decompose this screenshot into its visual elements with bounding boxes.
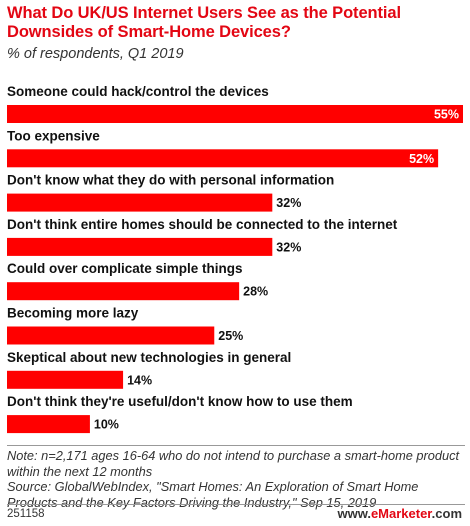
value-label: 25% bbox=[218, 329, 243, 343]
category-label: Don't think they're useful/don't know ho… bbox=[7, 394, 353, 409]
bar bbox=[7, 326, 215, 345]
category-label: Don't know what they do with personal in… bbox=[7, 173, 334, 188]
bar bbox=[7, 237, 273, 256]
chart-title: What Do UK/US Internet Users See as the … bbox=[7, 4, 401, 41]
chart-subtitle: % of respondents, Q1 2019 bbox=[7, 46, 184, 62]
value-label: 28% bbox=[243, 285, 268, 299]
bar bbox=[7, 282, 240, 301]
bar bbox=[7, 193, 273, 212]
bar-chart: Someone could hack/control the devices 55… bbox=[7, 84, 463, 434]
value-label: 14% bbox=[127, 373, 152, 387]
bar bbox=[7, 370, 124, 389]
category-label: Skeptical about new technologies in gene… bbox=[7, 350, 291, 365]
category-label: Becoming more lazy bbox=[7, 306, 139, 321]
value-label: 32% bbox=[276, 240, 301, 254]
brand-suffix: .com bbox=[431, 506, 462, 521]
chart-id: 251158 bbox=[7, 508, 45, 520]
value-label: 32% bbox=[276, 196, 301, 210]
footer-divider bbox=[7, 504, 465, 505]
category-label: Don't think entire homes should be conne… bbox=[7, 217, 398, 232]
footnote-divider bbox=[7, 445, 465, 446]
footnote: Note: n=2,171 ages 16-64 who do not inte… bbox=[7, 448, 465, 510]
footnote-note: Note: n=2,171 ages 16-64 who do not inte… bbox=[7, 448, 460, 479]
bar bbox=[7, 149, 439, 168]
brand-prefix: www. bbox=[337, 506, 371, 521]
value-label: 52% bbox=[409, 152, 434, 166]
footnote-source: Source: GlobalWebIndex, "Smart Homes: An… bbox=[7, 479, 419, 510]
value-label: 55% bbox=[434, 108, 459, 122]
value-label: 10% bbox=[94, 418, 119, 432]
bar bbox=[7, 105, 463, 123]
brand-logo: www.eMarketer.com bbox=[337, 506, 462, 521]
category-label: Too expensive bbox=[7, 128, 100, 143]
brand-name: eMarketer bbox=[370, 506, 432, 521]
bar bbox=[7, 415, 90, 434]
category-label: Someone could hack/control the devices bbox=[7, 84, 269, 99]
category-label: Could over complicate simple things bbox=[7, 261, 243, 276]
